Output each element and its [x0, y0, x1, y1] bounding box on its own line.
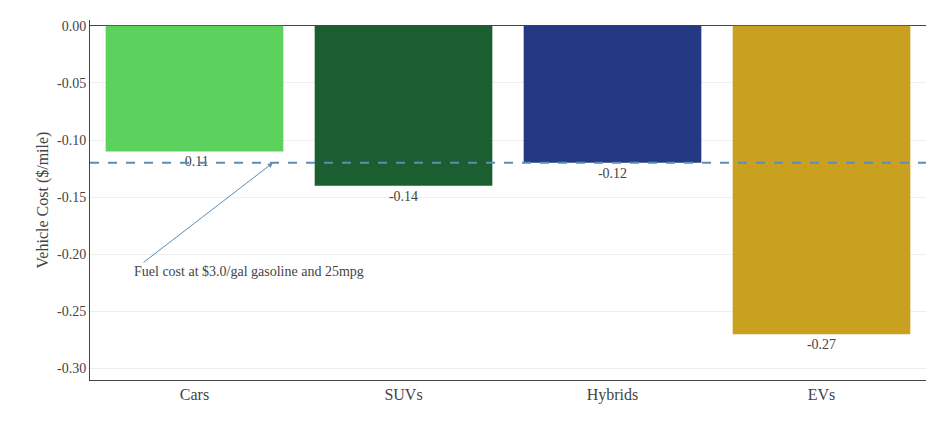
- svg-text:Fuel cost at $3.0/gal gasoline: Fuel cost at $3.0/gal gasoline and 25mpg: [134, 264, 364, 279]
- svg-text:-0.30: -0.30: [57, 361, 86, 376]
- svg-text:Vehicle Cost ($/mile): Vehicle Cost ($/mile): [34, 132, 52, 269]
- svg-text:-0.10: -0.10: [57, 133, 86, 148]
- svg-text:-0.05: -0.05: [57, 76, 86, 91]
- svg-text:-0.20: -0.20: [57, 247, 86, 262]
- svg-text:SUVs: SUVs: [384, 386, 422, 403]
- svg-text:-0.27: -0.27: [807, 337, 836, 352]
- svg-text:-0.11: -0.11: [180, 154, 209, 169]
- svg-text:0.00: 0.00: [62, 19, 87, 34]
- svg-text:Cars: Cars: [180, 386, 209, 403]
- svg-text:-0.25: -0.25: [57, 304, 86, 319]
- svg-text:EVs: EVs: [808, 386, 836, 403]
- svg-text:-0.15: -0.15: [57, 190, 86, 205]
- svg-text:Hybrids: Hybrids: [587, 386, 639, 404]
- svg-text:-0.12: -0.12: [598, 166, 627, 181]
- svg-text:-0.14: -0.14: [389, 189, 418, 204]
